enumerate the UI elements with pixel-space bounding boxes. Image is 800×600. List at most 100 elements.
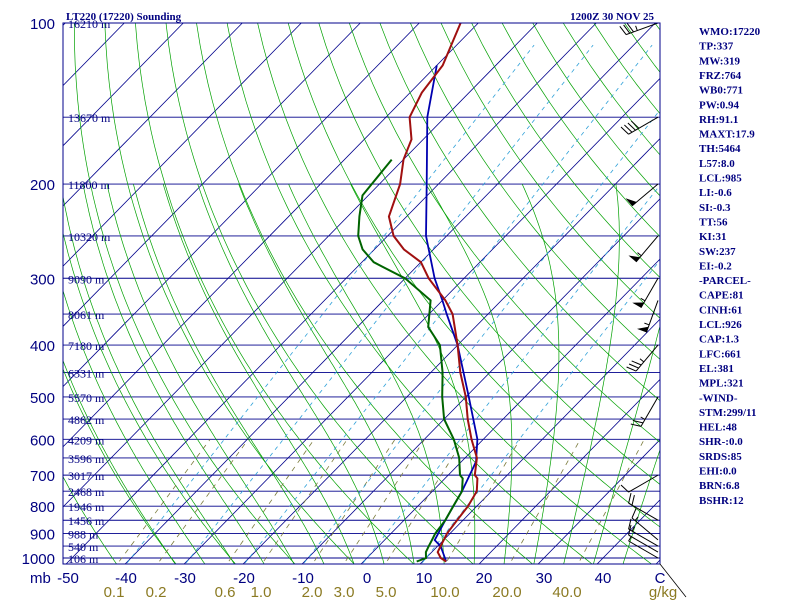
mixing-ratio-label: 0.2	[146, 584, 167, 600]
barb-flag	[623, 24, 631, 34]
index-value: TH:5464	[699, 143, 741, 155]
barb-staff	[635, 344, 659, 372]
moist-adiabat	[197, 183, 385, 564]
sounding-profiles	[357, 23, 479, 563]
index-value: BSHR:12	[699, 495, 744, 507]
barb-staff	[645, 300, 659, 333]
barb-half-flag	[640, 297, 646, 302]
temperature-tick-label: 0	[363, 570, 371, 587]
dry-adiabat	[410, 23, 660, 360]
index-value: TT:56	[699, 217, 728, 229]
barb-half-flag	[635, 25, 638, 31]
index-value: EI:-0.2	[699, 260, 732, 272]
dry-adiabat	[104, 23, 355, 564]
barb-half-flag	[628, 536, 632, 542]
isotherm-line	[419, 318, 660, 564]
moist-adiabat	[350, 183, 476, 564]
barb-flag	[627, 122, 636, 131]
temperature-tick-label: 10	[416, 570, 433, 587]
index-value: BRN:6.8	[699, 480, 740, 492]
dry-adiabat	[73, 23, 296, 564]
temperature-tick-label: -10	[292, 570, 314, 587]
index-value: CINH:61	[699, 304, 742, 316]
barb-pennant	[625, 198, 637, 206]
mixing-ratio-label: 20.0	[492, 584, 521, 600]
isotherm-line	[63, 23, 420, 388]
barb-pennant	[628, 255, 640, 262]
mixing-ratio-line	[577, 439, 645, 564]
index-value: FRZ:764	[699, 70, 742, 82]
axis-corner-line	[659, 563, 687, 598]
height-label: 3596 m	[68, 452, 105, 466]
height-label: 1946 m	[68, 500, 105, 514]
height-label: 13670 m	[68, 111, 111, 125]
barb-staff	[628, 528, 659, 547]
isotherm-line	[63, 23, 361, 327]
moist-adiabat	[63, 289, 206, 564]
height-label: 1456 m	[68, 514, 105, 528]
height-label: 9090 m	[68, 272, 105, 286]
height-labels: 16210 m 13670 m 11800 m 10320 m 9090 m 8061 m…	[68, 17, 111, 566]
wind-barbs	[619, 22, 659, 559]
pressure-tick-label: 900	[30, 527, 55, 544]
moist-adiabat	[106, 184, 295, 564]
barb-pennant	[632, 302, 644, 308]
index-value: LFC:661	[699, 348, 741, 360]
barb-flag	[628, 518, 632, 530]
index-value: PW:0.94	[699, 99, 740, 111]
index-value: SW:237	[699, 246, 736, 258]
index-value: EL:381	[699, 363, 734, 375]
height-label: 2468 m	[68, 485, 105, 499]
mixing-ratio-label: 0.1	[104, 584, 125, 600]
barb-staff	[631, 517, 659, 541]
barb-half-flag	[634, 516, 639, 521]
mixing-ratio-label: 40.0	[552, 584, 581, 600]
isotherm-line	[242, 138, 660, 564]
barb-staff	[640, 396, 659, 427]
dry-adiabat	[257, 23, 653, 564]
barb-flag	[626, 23, 634, 33]
pressure-tick-label: 800	[30, 499, 55, 516]
index-value: SRDS:85	[699, 451, 742, 463]
barb-flag	[631, 360, 642, 366]
wind-barb	[620, 116, 659, 135]
moist-adiabat	[63, 194, 235, 564]
height-label: 10320 m	[68, 230, 111, 244]
moist-adiabat	[622, 448, 660, 564]
temperature-tick-label: -20	[233, 570, 255, 587]
moist-adiabat	[133, 184, 325, 564]
isotherm-line	[183, 77, 660, 564]
index-value: WMO:17220	[699, 26, 761, 38]
moist-adiabat	[288, 183, 445, 564]
barb-half-flag	[639, 358, 645, 363]
height-label: 8061 m	[68, 308, 105, 322]
mixing-ratio-label: 3.0	[334, 584, 355, 600]
isotherm-line	[63, 23, 302, 267]
barb-flag	[630, 120, 640, 129]
isotherm-line	[63, 23, 243, 207]
pressure-tick-label: 200	[30, 177, 55, 194]
height-label: 4209 m	[68, 433, 105, 447]
wind-barb	[628, 492, 659, 521]
index-value: LCL:985	[699, 173, 742, 185]
barb-half-flag	[640, 416, 646, 420]
barb-staff	[628, 116, 659, 135]
index-value: CAPE:81	[699, 290, 744, 302]
temperature-tick-label: -50	[57, 570, 79, 587]
barb-flag	[620, 484, 629, 493]
barb-staff	[625, 22, 659, 36]
dry-adiabat	[63, 475, 118, 564]
barb-flag	[630, 423, 642, 427]
mixing-ratio-label: 5.0	[376, 584, 397, 600]
temperature-tick-label: 40	[595, 570, 612, 587]
barb-pennant	[637, 326, 649, 333]
height-label: 106 m	[68, 552, 99, 566]
isotherm-line	[537, 439, 660, 564]
temperature-tick-label: C	[655, 570, 666, 587]
height-label: 6331 m	[68, 367, 105, 381]
mixing-ratio-line	[116, 439, 211, 564]
dry-adiabat	[226, 23, 593, 564]
index-value: HEL:48	[699, 422, 737, 434]
pressure-tick-label: 600	[30, 432, 55, 449]
barb-flag	[626, 366, 637, 372]
